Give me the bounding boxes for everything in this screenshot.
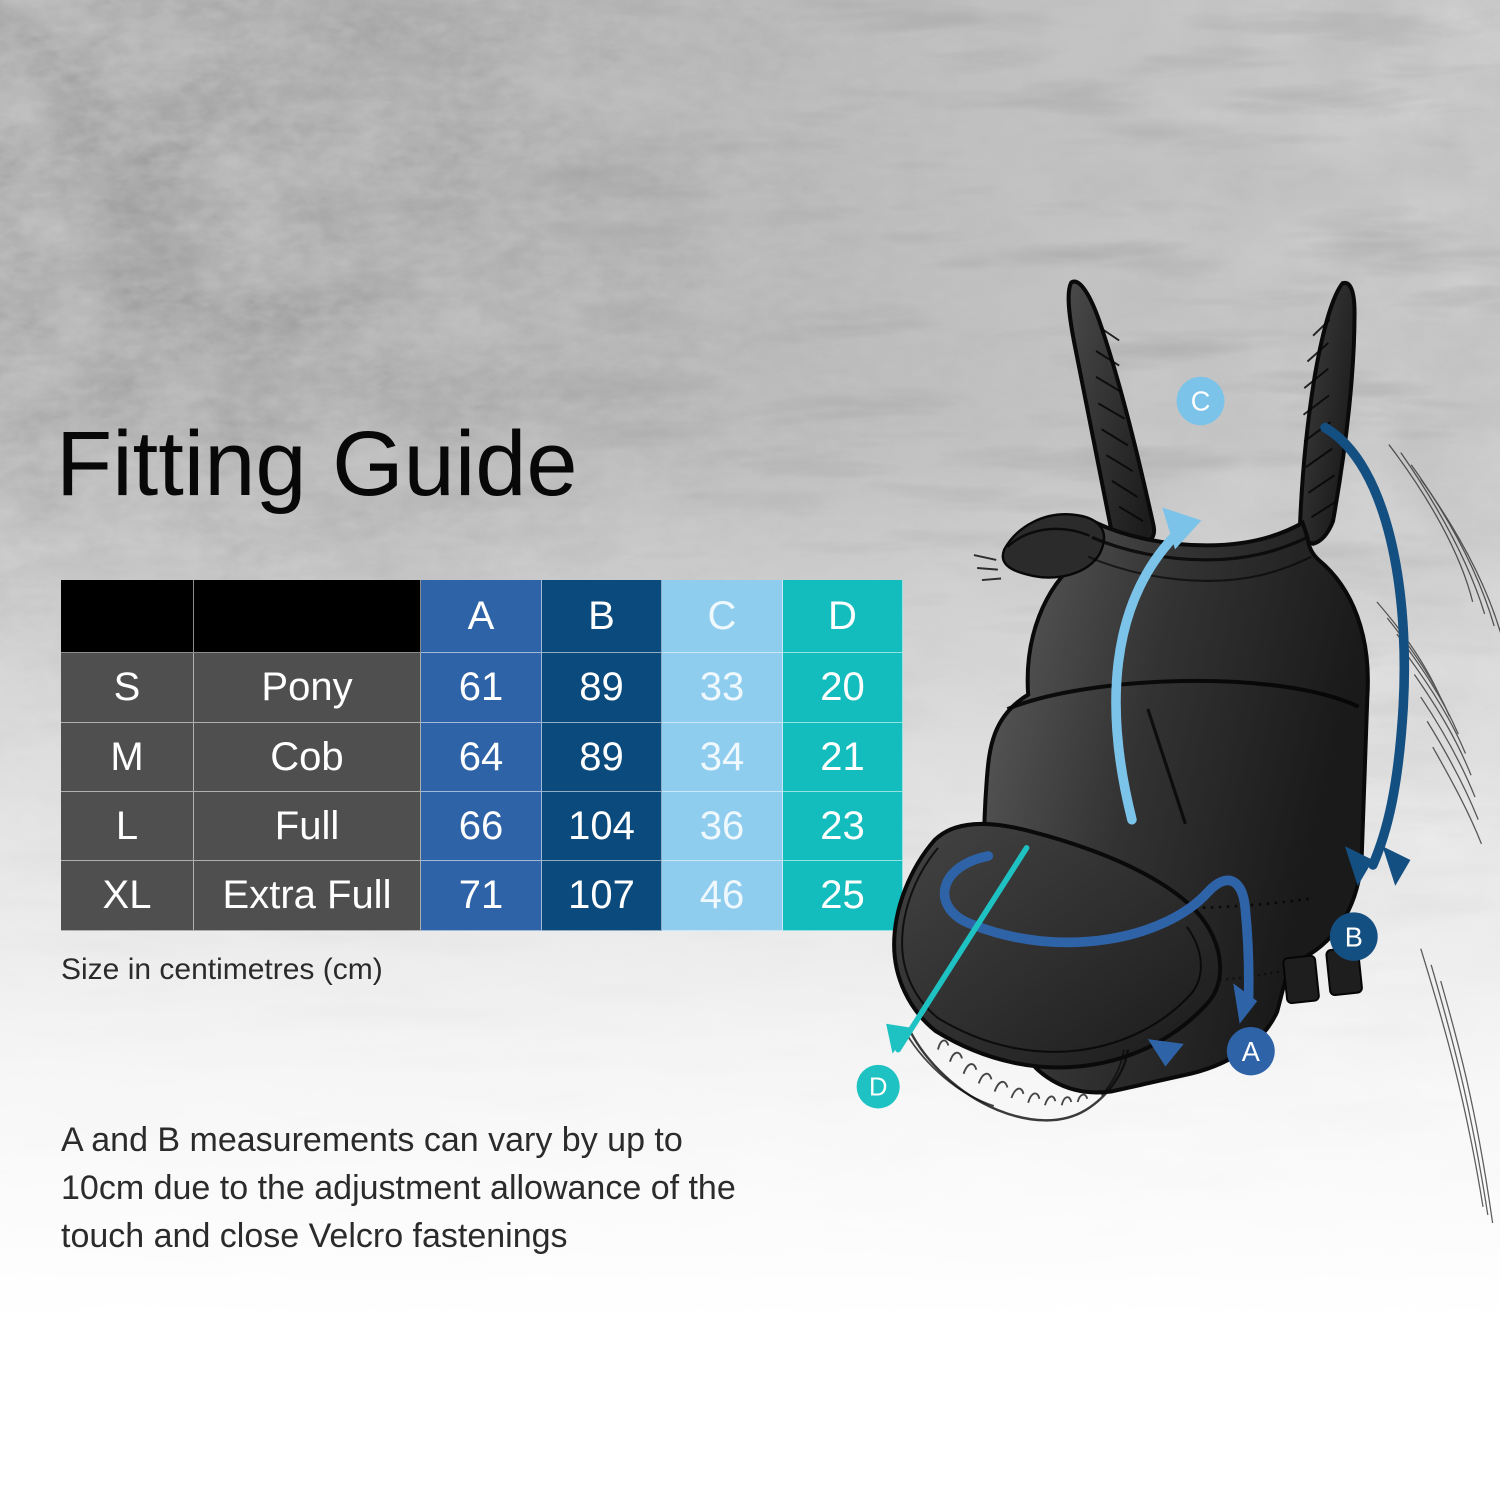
svg-text:B: B xyxy=(1345,921,1363,952)
svg-text:D: D xyxy=(869,1073,887,1101)
svg-text:C: C xyxy=(1191,386,1211,417)
svg-text:A: A xyxy=(1242,1036,1261,1067)
